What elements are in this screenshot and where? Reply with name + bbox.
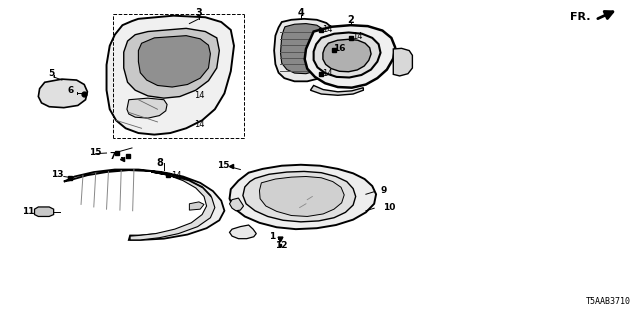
Text: 9: 9: [381, 186, 387, 195]
Polygon shape: [323, 39, 371, 72]
Text: 2: 2: [348, 15, 354, 25]
Polygon shape: [280, 24, 328, 74]
Polygon shape: [230, 198, 244, 211]
Text: 14: 14: [172, 171, 182, 180]
Polygon shape: [310, 85, 364, 95]
Text: 15: 15: [217, 161, 229, 170]
Polygon shape: [259, 177, 344, 216]
Polygon shape: [106, 16, 234, 135]
Polygon shape: [35, 207, 54, 216]
Polygon shape: [394, 48, 412, 76]
Polygon shape: [274, 19, 336, 81]
Text: 13: 13: [51, 170, 64, 179]
Polygon shape: [38, 79, 88, 108]
Text: 15: 15: [90, 148, 102, 157]
Text: 3: 3: [196, 8, 202, 18]
Text: 16: 16: [333, 44, 346, 53]
Polygon shape: [124, 28, 220, 98]
Polygon shape: [230, 165, 376, 229]
Text: 14: 14: [352, 32, 362, 41]
Text: 7: 7: [109, 152, 116, 161]
Polygon shape: [189, 202, 204, 210]
Text: 8: 8: [156, 157, 163, 168]
Text: FR.: FR.: [570, 12, 590, 22]
Polygon shape: [64, 170, 225, 240]
Text: 12: 12: [275, 241, 288, 250]
Text: 10: 10: [383, 203, 395, 212]
Text: 1: 1: [269, 232, 275, 241]
Text: 4: 4: [298, 8, 304, 19]
Text: 14: 14: [194, 120, 204, 129]
Polygon shape: [243, 172, 356, 222]
Text: 11: 11: [22, 207, 35, 216]
Polygon shape: [230, 225, 256, 239]
Text: 14: 14: [323, 69, 333, 78]
Text: 14: 14: [323, 25, 333, 34]
Text: 5: 5: [48, 69, 54, 78]
Polygon shape: [127, 98, 167, 118]
Text: 6: 6: [67, 86, 74, 95]
Polygon shape: [138, 36, 211, 87]
Text: 14: 14: [194, 92, 204, 100]
Text: T5AAB3710: T5AAB3710: [586, 297, 631, 306]
Polygon shape: [314, 32, 381, 77]
Polygon shape: [130, 172, 215, 240]
Polygon shape: [305, 25, 395, 88]
